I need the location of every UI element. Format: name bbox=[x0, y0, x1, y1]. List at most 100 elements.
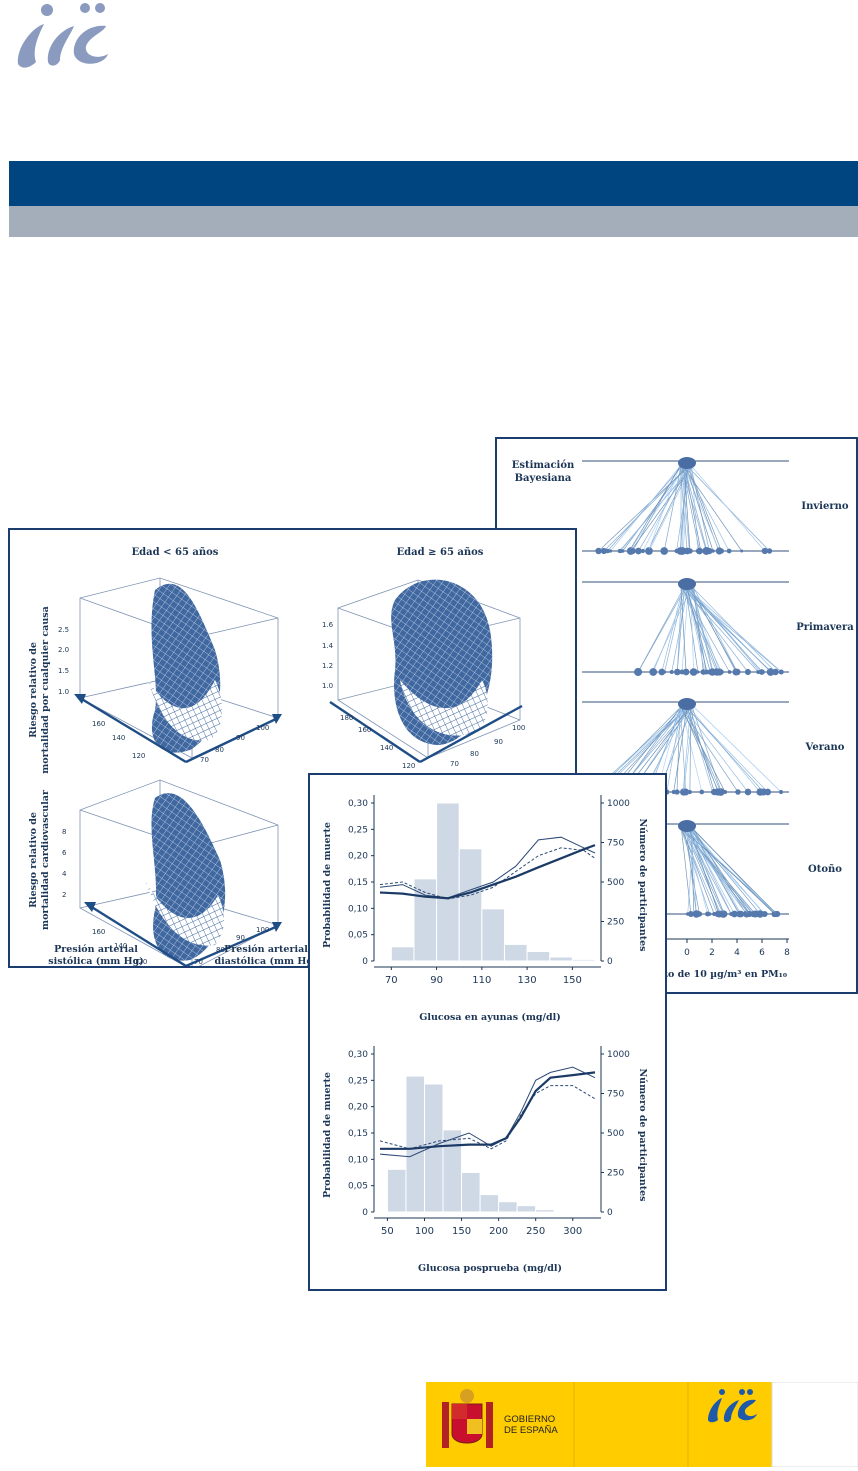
y2-tick-label: 250 bbox=[607, 918, 624, 928]
footer-white-block bbox=[772, 1382, 858, 1467]
bayes-fan-line bbox=[633, 465, 681, 551]
svg-text:Presión arterial: Presión arterial bbox=[54, 944, 138, 955]
bayes-fan-line bbox=[652, 586, 692, 672]
bayes-estimate-marker bbox=[678, 698, 696, 710]
svg-text:1.2: 1.2 bbox=[322, 662, 333, 670]
y-tick-label: 0,30 bbox=[348, 1050, 368, 1060]
histogram-bar bbox=[459, 849, 482, 961]
svg-text:140: 140 bbox=[112, 734, 125, 742]
bayes-point bbox=[677, 547, 685, 555]
bayes-title-line2: Bayesiana bbox=[515, 473, 572, 484]
bayes-point bbox=[674, 669, 681, 676]
histogram-bar bbox=[499, 1202, 518, 1212]
bayes-fan-line bbox=[681, 586, 729, 672]
z-ticks-bottom-left: 8 6 4 2 bbox=[62, 828, 67, 899]
svg-text:140: 140 bbox=[380, 744, 393, 752]
footer-yellow-block-2 bbox=[688, 1382, 772, 1467]
gov-line-2: DE ESPAÑA bbox=[504, 1425, 558, 1436]
y2-tick-label: 1000 bbox=[607, 1050, 630, 1060]
y2-tick-label: 750 bbox=[607, 1090, 624, 1100]
bayes-point bbox=[737, 912, 742, 917]
series-fitted bbox=[380, 845, 595, 898]
season-label-primavera: Primavera bbox=[796, 622, 854, 633]
bayes-tick-label: 0 bbox=[684, 948, 690, 958]
bayes-title-line1: Estimación bbox=[512, 460, 575, 471]
svg-text:70: 70 bbox=[194, 958, 203, 966]
svg-text:160: 160 bbox=[92, 720, 105, 728]
series-dashed bbox=[380, 848, 595, 899]
bayes-point bbox=[719, 670, 724, 675]
histogram-bar bbox=[437, 803, 460, 961]
x-tick-label: 70 bbox=[385, 975, 398, 986]
svg-text:80: 80 bbox=[470, 750, 479, 758]
bayes-point bbox=[740, 549, 743, 552]
x-tick-label: 90 bbox=[430, 975, 443, 986]
svg-text:160: 160 bbox=[358, 726, 371, 734]
surface-title-left: Edad < 65 años bbox=[132, 547, 219, 558]
bayes-point bbox=[683, 669, 690, 676]
x-tick-label: 150 bbox=[452, 1226, 471, 1237]
bayes-point bbox=[690, 668, 698, 676]
bayes-point bbox=[728, 670, 732, 674]
svg-text:120: 120 bbox=[132, 752, 145, 760]
histogram-bar bbox=[554, 1211, 573, 1212]
isciii-logo bbox=[8, 2, 118, 72]
ylabel-left-2: Probabilidad de muerte bbox=[322, 1072, 333, 1198]
bayes-estimate-marker bbox=[678, 457, 696, 469]
x-tick-label: 130 bbox=[518, 975, 537, 986]
bayes-fan-line bbox=[681, 586, 758, 672]
y-tick-label: 0,20 bbox=[348, 852, 368, 862]
series-observed bbox=[380, 837, 595, 898]
x-tick-label: 110 bbox=[472, 975, 491, 986]
y2-tick-label: 0 bbox=[607, 957, 613, 967]
bayes-point bbox=[745, 789, 752, 796]
y-tick-label: 0 bbox=[362, 957, 368, 967]
bayes-point bbox=[772, 669, 779, 676]
bayes-point bbox=[775, 912, 778, 915]
surface-ylabel-bottom: Riesgo relativo de mortalidad cardiovasc… bbox=[28, 789, 51, 930]
bayes-point bbox=[609, 549, 612, 552]
bayes-point bbox=[696, 549, 700, 553]
svg-text:1.6: 1.6 bbox=[322, 621, 334, 629]
bayes-fan-line bbox=[680, 706, 738, 792]
xlabel-systolic: Presión arterial sistólica (mm Hg) bbox=[48, 944, 144, 966]
bayes-point bbox=[595, 548, 601, 554]
svg-text:90: 90 bbox=[236, 934, 245, 942]
y-tick-label: 0,15 bbox=[348, 878, 368, 888]
svg-text:1.0: 1.0 bbox=[58, 688, 69, 696]
svg-text:Número de participantes: Número de participantes bbox=[637, 1068, 648, 1201]
svg-text:100: 100 bbox=[256, 926, 269, 934]
season-label-verano: Verano bbox=[805, 742, 845, 753]
y2-tick-label: 500 bbox=[607, 878, 624, 888]
svg-text:Presión arterial: Presión arterial bbox=[224, 944, 308, 955]
y2-tick-label: 500 bbox=[607, 1129, 624, 1139]
bayes-point bbox=[769, 670, 773, 674]
bayes-point bbox=[720, 790, 723, 793]
sys-ticks-top-left: 160 140 120 bbox=[92, 720, 145, 760]
svg-text:100: 100 bbox=[512, 724, 525, 732]
z-ticks-top-left: 2.5 2.0 1.5 1.0 bbox=[58, 626, 69, 696]
bayes-point bbox=[730, 912, 733, 915]
bayes-point bbox=[735, 789, 740, 794]
histogram-bar bbox=[504, 944, 527, 961]
svg-text:Probabilidad de muerte: Probabilidad de muerte bbox=[322, 822, 333, 948]
bayes-point bbox=[762, 548, 768, 554]
svg-text:8: 8 bbox=[62, 828, 66, 836]
svg-text:Riesgo relativo de: Riesgo relativo de bbox=[28, 642, 39, 738]
svg-text:120: 120 bbox=[402, 762, 415, 770]
bayes-point bbox=[723, 790, 727, 794]
y2-tick-label: 750 bbox=[607, 839, 624, 849]
bayes-point bbox=[779, 790, 783, 794]
bayes-point bbox=[723, 912, 726, 915]
z-ticks-top-right: 1.6 1.4 1.2 1.0 bbox=[322, 621, 334, 690]
svg-text:70: 70 bbox=[450, 760, 459, 768]
y2-tick-label: 1000 bbox=[607, 799, 630, 809]
y-tick-label: 0,20 bbox=[348, 1103, 368, 1113]
bayes-fan-line bbox=[643, 465, 687, 551]
xlabel-posttest: Glucosa posprueba (mg/dl) bbox=[418, 1263, 562, 1274]
histogram-bar bbox=[480, 1195, 499, 1212]
bayes-point bbox=[705, 670, 710, 675]
svg-text:Número de participantes: Número de participantes bbox=[637, 818, 648, 951]
